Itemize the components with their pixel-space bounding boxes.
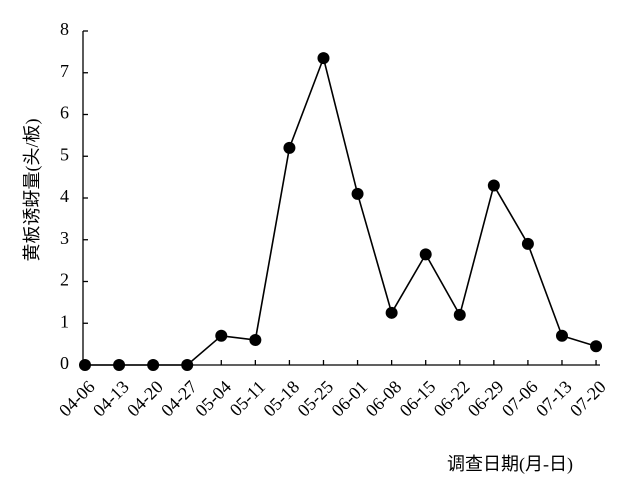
y-tick-label: 7 xyxy=(60,61,69,81)
x-tick-label: 05-04 xyxy=(191,377,235,421)
x-tick-label: 07-06 xyxy=(498,377,542,421)
y-tick-label: 0 xyxy=(60,353,69,373)
y-tick-label: 4 xyxy=(60,186,69,206)
y-axis-label: 黄板诱蚜量(头/板) xyxy=(22,119,43,262)
x-tick-label: 06-01 xyxy=(327,377,371,421)
data-point xyxy=(147,359,160,371)
data-point xyxy=(113,359,126,371)
data-line xyxy=(85,55,597,366)
data-point xyxy=(453,308,466,321)
x-axis-label: 调查日期(月-日) xyxy=(447,454,573,475)
x-tick-label: 05-18 xyxy=(259,377,303,421)
data-point xyxy=(181,359,194,371)
y-tick-label: 2 xyxy=(60,270,69,290)
y-tick-label: 5 xyxy=(60,144,69,164)
x-tick-label: 04-13 xyxy=(89,377,133,421)
x-tick-label: 07-20 xyxy=(566,377,610,421)
data-point xyxy=(590,340,603,353)
data-point xyxy=(215,329,228,342)
x-tick-label: 04-27 xyxy=(157,377,201,421)
data-point xyxy=(419,248,432,261)
data-point xyxy=(317,52,330,65)
data-point xyxy=(283,141,296,154)
y-tick-label: 8 xyxy=(60,19,69,39)
x-tick-label: 06-08 xyxy=(362,377,406,421)
data-point xyxy=(351,187,364,200)
y-tick-label: 3 xyxy=(60,228,69,248)
x-tick-label: 05-25 xyxy=(293,377,337,421)
data-point xyxy=(249,333,262,346)
data-point xyxy=(385,306,398,319)
data-point xyxy=(79,359,91,371)
y-tick-label: 1 xyxy=(60,311,69,331)
y-tick-label: 6 xyxy=(60,103,69,123)
x-tick-label: 05-11 xyxy=(226,377,269,420)
x-tick-label: 06-22 xyxy=(430,377,474,421)
x-tick-label: 04-20 xyxy=(123,377,167,421)
data-point xyxy=(487,179,500,192)
data-point xyxy=(555,329,568,342)
x-tick-label: 04-06 xyxy=(55,377,99,421)
x-tick-label: 07-13 xyxy=(532,377,576,421)
data-point xyxy=(521,237,534,250)
x-tick-label: 06-29 xyxy=(464,377,508,421)
x-tick-label: 06-15 xyxy=(396,377,440,421)
